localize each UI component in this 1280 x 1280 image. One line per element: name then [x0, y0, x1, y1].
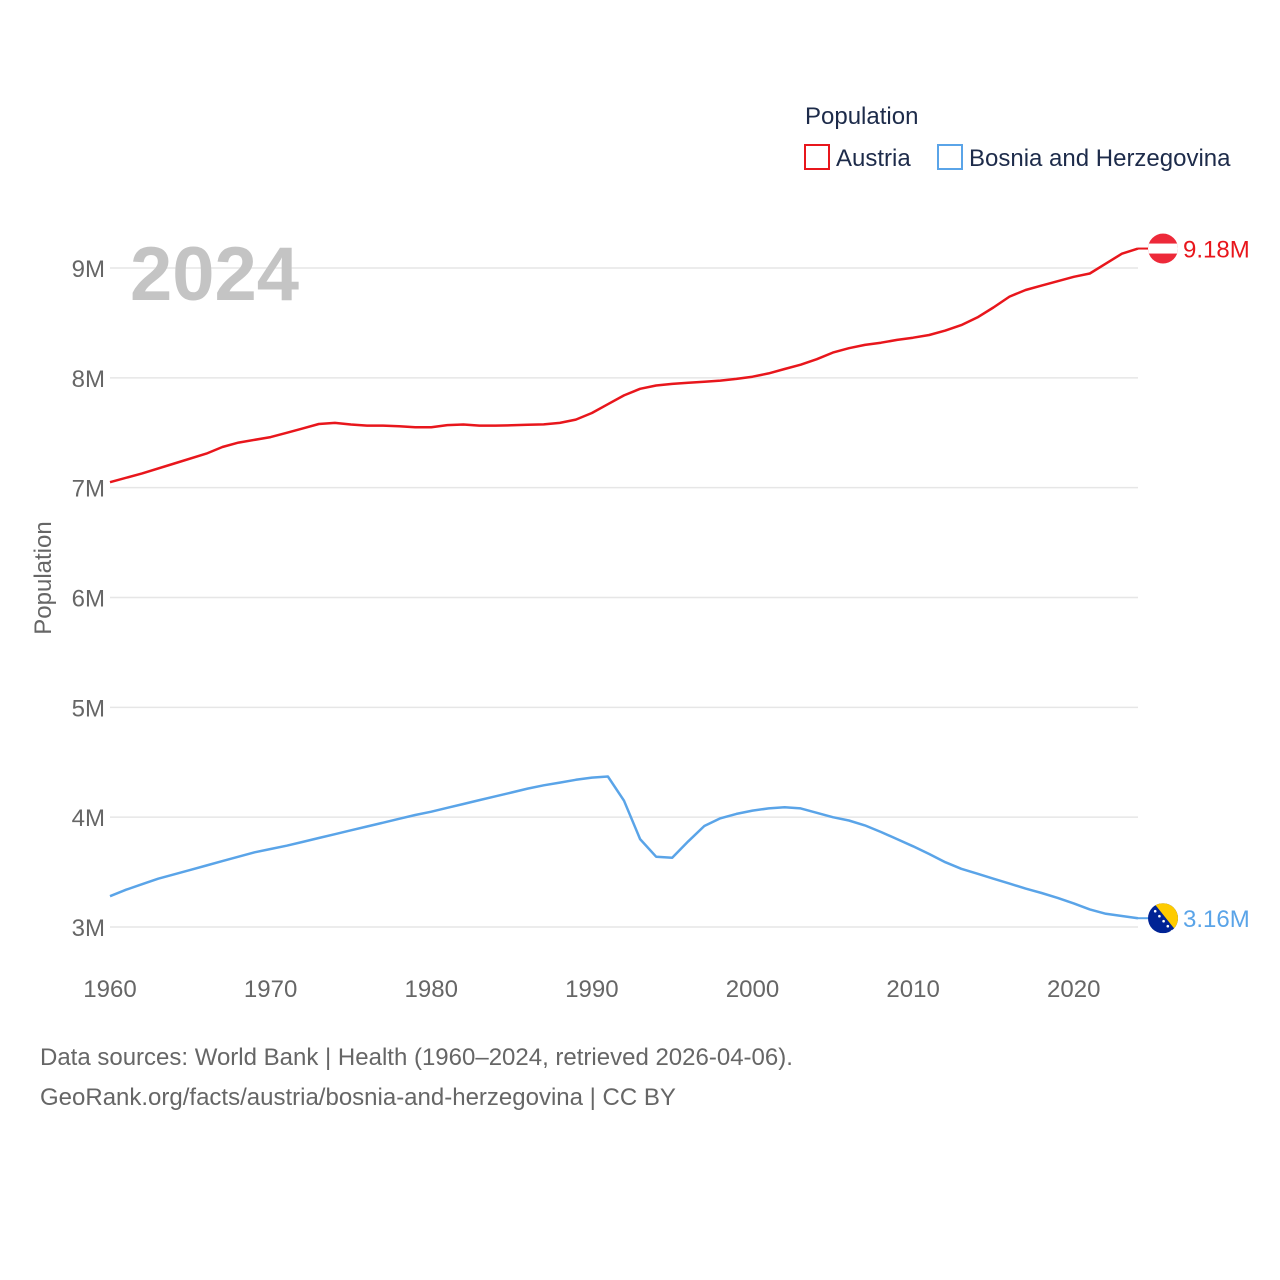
y-axis-ticks: 3M 4M 5M 6M 7M 8M 9M — [72, 256, 105, 942]
austria-flag-icon — [1148, 233, 1178, 264]
y-tick-label: 5M — [72, 695, 105, 722]
y-tick-label: 4M — [72, 805, 105, 832]
y-tick-label: 8M — [72, 366, 105, 393]
end-value-label-austria: 9.18M — [1183, 237, 1250, 264]
current-year-label: 2024 — [130, 232, 299, 317]
y-tick-label: 9M — [72, 256, 105, 283]
x-tick-label: 1980 — [405, 976, 458, 1003]
legend-item-austria[interactable]: Austria — [804, 144, 911, 172]
legend-title: Population — [805, 103, 918, 130]
legend-item-bosnia-and-herzegovina[interactable]: Bosnia and Herzegovina — [937, 144, 1231, 172]
bosnia-flag-icon — [1148, 903, 1178, 934]
y-tick-label: 3M — [72, 915, 105, 942]
x-tick-label: 2010 — [886, 976, 939, 1003]
series-end-markers: 9.18M 3.16M — [1138, 233, 1250, 934]
y-tick-label: 6M — [72, 586, 105, 613]
series-line-austria[interactable] — [109, 247, 1139, 484]
series-lines — [109, 247, 1139, 920]
x-tick-label: 2020 — [1047, 976, 1100, 1003]
legend-swatch-austria — [804, 144, 830, 170]
end-value-label-bosnia-and-herzegovina: 3.16M — [1183, 906, 1250, 933]
legend-swatch-bosnia — [937, 144, 963, 170]
gridlines — [110, 267, 1138, 928]
legend-label-austria: Austria — [836, 145, 911, 172]
x-tick-label: 1970 — [244, 976, 297, 1003]
source-line-2[interactable]: GeoRank.org/facts/austria/bosnia-and-her… — [40, 1084, 676, 1111]
x-tick-label: 2000 — [726, 976, 779, 1003]
source-line-1: Data sources: World Bank | Health (1960–… — [40, 1044, 793, 1071]
series-line-bosnia-and-herzegovina[interactable] — [109, 775, 1139, 920]
x-tick-label: 1990 — [565, 976, 618, 1003]
x-axis-ticks: 1960 1970 1980 1990 2000 2010 2020 — [83, 976, 1100, 1003]
legend-label-bosnia: Bosnia and Herzegovina — [969, 145, 1231, 172]
x-tick-label: 1960 — [83, 976, 136, 1003]
y-axis-label: Population — [30, 521, 57, 634]
y-tick-label: 7M — [72, 476, 105, 503]
